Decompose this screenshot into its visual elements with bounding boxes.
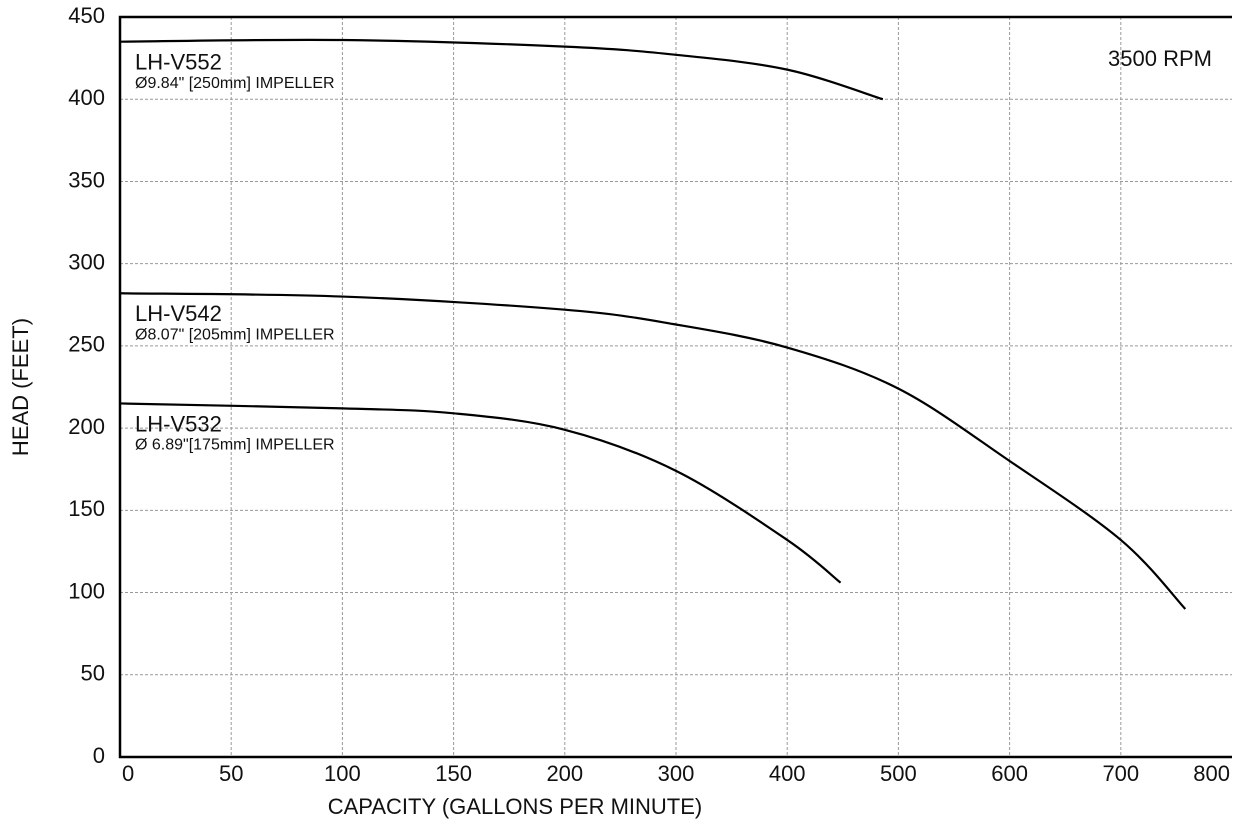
- x-axis-title: CAPACITY (GALLONS PER MINUTE): [328, 794, 702, 819]
- rpm-annotation: 3500 RPM: [1108, 46, 1212, 71]
- x-tick-label: 600: [991, 761, 1028, 786]
- y-tick-label: 450: [68, 3, 105, 28]
- curve-name: LH-V532: [135, 411, 222, 436]
- x-tick-label: 500: [880, 761, 917, 786]
- y-tick-label: 400: [68, 85, 105, 110]
- y-tick-label: 200: [68, 414, 105, 439]
- x-tick-label: 800: [1193, 761, 1230, 786]
- y-tick-label: 300: [68, 249, 105, 274]
- impeller-label: Ø 6.89"[175mm] IMPELLER: [135, 437, 335, 454]
- pump-curve: [119, 402, 842, 584]
- curve-name: LH-V542: [135, 301, 222, 326]
- curve-name: LH-V552: [135, 49, 222, 74]
- y-tick-label: 0: [93, 743, 105, 768]
- y-tick-label: 250: [68, 332, 105, 357]
- x-tick-label: 0: [122, 761, 134, 786]
- y-tick-label: 150: [68, 496, 105, 521]
- pump-curve: [119, 292, 1187, 610]
- x-tick-label: 50: [219, 761, 243, 786]
- pump-curve: [119, 38, 884, 101]
- y-tick-label: 100: [68, 578, 105, 603]
- x-tick-label: 300: [658, 761, 695, 786]
- y-tick-label: 50: [81, 661, 105, 686]
- x-tick-label: 400: [769, 761, 806, 786]
- impeller-label: Ø8.07" [205mm] IMPELLER: [135, 326, 335, 343]
- x-tick-label: 200: [546, 761, 583, 786]
- x-tick-label: 150: [435, 761, 472, 786]
- y-axis-title: HEAD (FEET): [8, 318, 33, 456]
- impeller-label: Ø9.84" [250mm] IMPELLER: [135, 75, 335, 92]
- axis-frame: [118, 15, 1232, 759]
- x-tick-label: 100: [324, 761, 361, 786]
- y-tick-label: 350: [68, 167, 105, 192]
- x-tick-label: 700: [1102, 761, 1139, 786]
